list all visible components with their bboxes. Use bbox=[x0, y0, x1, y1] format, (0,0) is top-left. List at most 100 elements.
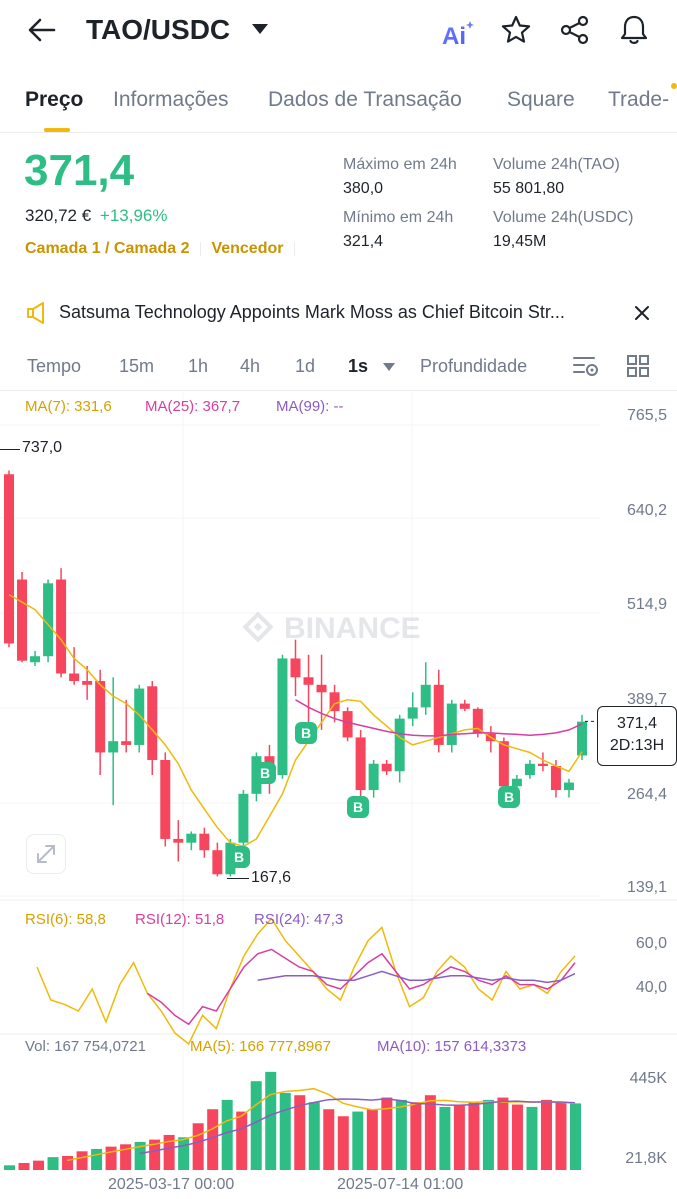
fiat-price-row: 320,72 € +13,96% bbox=[25, 206, 168, 226]
volume-legend: Vol: 167 754,0721 bbox=[25, 1038, 146, 1055]
volume-bar bbox=[163, 1134, 175, 1170]
rsi-axis-label: 60,0 bbox=[635, 935, 667, 952]
rsi12-line bbox=[146, 948, 576, 1026]
high-marker-line bbox=[0, 449, 20, 450]
tag-layer[interactable]: Camada 1 / Camada 2 bbox=[25, 240, 190, 257]
close-icon[interactable] bbox=[633, 304, 651, 322]
tab-trade[interactable]: Trade- bbox=[608, 88, 670, 111]
volume-bar bbox=[91, 1148, 103, 1170]
timeframe-15m[interactable]: 15m bbox=[119, 356, 155, 376]
tab-preco[interactable]: Preço bbox=[25, 88, 84, 111]
news-ticker-text[interactable]: Satsuma Technology Appoints Mark Moss as… bbox=[59, 302, 565, 322]
tab-dados-transacao[interactable]: Dados de Transação bbox=[268, 88, 462, 111]
candle bbox=[446, 699, 457, 753]
timeframe-depth[interactable]: Profundidade bbox=[420, 356, 528, 376]
tabs-divider bbox=[0, 132, 677, 133]
volume-bar bbox=[526, 1106, 538, 1170]
vol-ma10-legend: MA(10): 157 614,3373 bbox=[377, 1038, 527, 1055]
volume-bar bbox=[337, 1116, 349, 1170]
candle bbox=[95, 669, 106, 776]
arrow-left-icon[interactable] bbox=[26, 16, 58, 44]
volume-bar bbox=[47, 1157, 59, 1170]
tab-informacoes[interactable]: Informações bbox=[113, 88, 229, 111]
volume-bar bbox=[424, 1095, 436, 1170]
candle bbox=[316, 654, 327, 730]
volume-bar bbox=[120, 1144, 132, 1170]
candle bbox=[56, 568, 67, 678]
star-icon[interactable] bbox=[500, 14, 532, 46]
volume-bar bbox=[149, 1139, 161, 1170]
candle bbox=[524, 759, 535, 779]
tag-row: Camada 1 / Camada 2 Vencedor bbox=[25, 240, 301, 258]
svg-text:Ai: Ai bbox=[442, 23, 466, 50]
volume-bar bbox=[497, 1097, 509, 1170]
candle bbox=[121, 699, 132, 753]
candle bbox=[498, 737, 509, 791]
timeframe-1s[interactable]: 1s bbox=[348, 356, 369, 376]
share-icon[interactable] bbox=[559, 14, 591, 46]
volume-bar bbox=[134, 1141, 146, 1170]
tab-square[interactable]: Square bbox=[507, 88, 575, 111]
candle bbox=[160, 752, 171, 847]
tab-notification-dot bbox=[671, 83, 677, 89]
candle bbox=[134, 684, 145, 753]
volume-bar bbox=[352, 1111, 364, 1170]
candle bbox=[407, 692, 418, 727]
price-axis-label: 139,1 bbox=[626, 879, 667, 896]
fullscreen-button[interactable] bbox=[26, 834, 66, 874]
rsi24-line bbox=[257, 970, 576, 984]
tag-winner[interactable]: Vencedor bbox=[211, 240, 284, 257]
pair-title[interactable]: TAO/USDC bbox=[86, 14, 231, 45]
kline-chart[interactable]: BINANCE bbox=[0, 390, 677, 1199]
candle bbox=[459, 699, 470, 712]
candle bbox=[238, 790, 249, 851]
candle bbox=[290, 639, 301, 697]
volume-base-value: 55 801,80 bbox=[493, 180, 565, 197]
volume-bar bbox=[236, 1111, 248, 1170]
indicator-settings-icon[interactable] bbox=[572, 353, 600, 379]
buy-marker[interactable]: B bbox=[295, 722, 317, 744]
rsi24-legend: RSI(24): 47,3 bbox=[254, 911, 344, 928]
volume-bar bbox=[192, 1123, 204, 1170]
bell-icon[interactable] bbox=[618, 13, 650, 47]
volume-bar bbox=[308, 1102, 320, 1170]
volume-bar bbox=[482, 1099, 494, 1170]
ma25-line bbox=[295, 699, 583, 737]
layout-grid-icon[interactable] bbox=[626, 354, 650, 378]
volume-bar bbox=[439, 1106, 451, 1170]
price-axis-label: 765,5 bbox=[626, 407, 667, 424]
timeframe-1d[interactable]: 1d bbox=[295, 356, 316, 376]
volume-bar bbox=[76, 1151, 88, 1170]
volume-bar bbox=[250, 1081, 262, 1170]
price-axis-label: 514,9 bbox=[626, 596, 667, 613]
ma7-line bbox=[8, 593, 583, 848]
candle bbox=[147, 681, 158, 776]
timeframe-4h[interactable]: 4h bbox=[240, 356, 261, 376]
candle bbox=[381, 759, 392, 776]
chevron-down-icon[interactable] bbox=[250, 22, 270, 36]
timeframe-dropdown-icon[interactable] bbox=[382, 362, 396, 372]
buy-marker[interactable]: B bbox=[228, 846, 250, 868]
buy-marker[interactable]: B bbox=[347, 796, 369, 818]
timeframe-tempo[interactable]: Tempo bbox=[27, 356, 82, 376]
volume-bar bbox=[207, 1109, 219, 1170]
volume-bar bbox=[279, 1092, 291, 1170]
last-price: 371,4 bbox=[24, 146, 135, 195]
current-price-box: 371,4 2D:13H bbox=[597, 706, 677, 766]
vol-ma5-legend: MA(5): 166 777,8967 bbox=[190, 1038, 331, 1055]
buy-marker[interactable]: B bbox=[254, 762, 276, 784]
volume-bar bbox=[178, 1137, 190, 1170]
timeframe-1h[interactable]: 1h bbox=[188, 356, 209, 376]
ma25-legend: MA(25): 367,7 bbox=[145, 398, 241, 415]
volume-bar bbox=[366, 1109, 378, 1170]
candle bbox=[433, 669, 444, 753]
high-24h-value: 380,0 bbox=[343, 180, 384, 197]
candle bbox=[420, 662, 431, 715]
candle bbox=[186, 831, 197, 851]
volume-quote-value: 19,45M bbox=[493, 233, 547, 250]
volume-quote-label: Volume 24h(USDC) bbox=[493, 209, 634, 226]
vol-ma5-line bbox=[66, 1087, 576, 1162]
expand-icon bbox=[37, 845, 55, 863]
ai-icon[interactable]: Ai bbox=[440, 18, 476, 50]
buy-marker[interactable]: B bbox=[498, 786, 520, 808]
